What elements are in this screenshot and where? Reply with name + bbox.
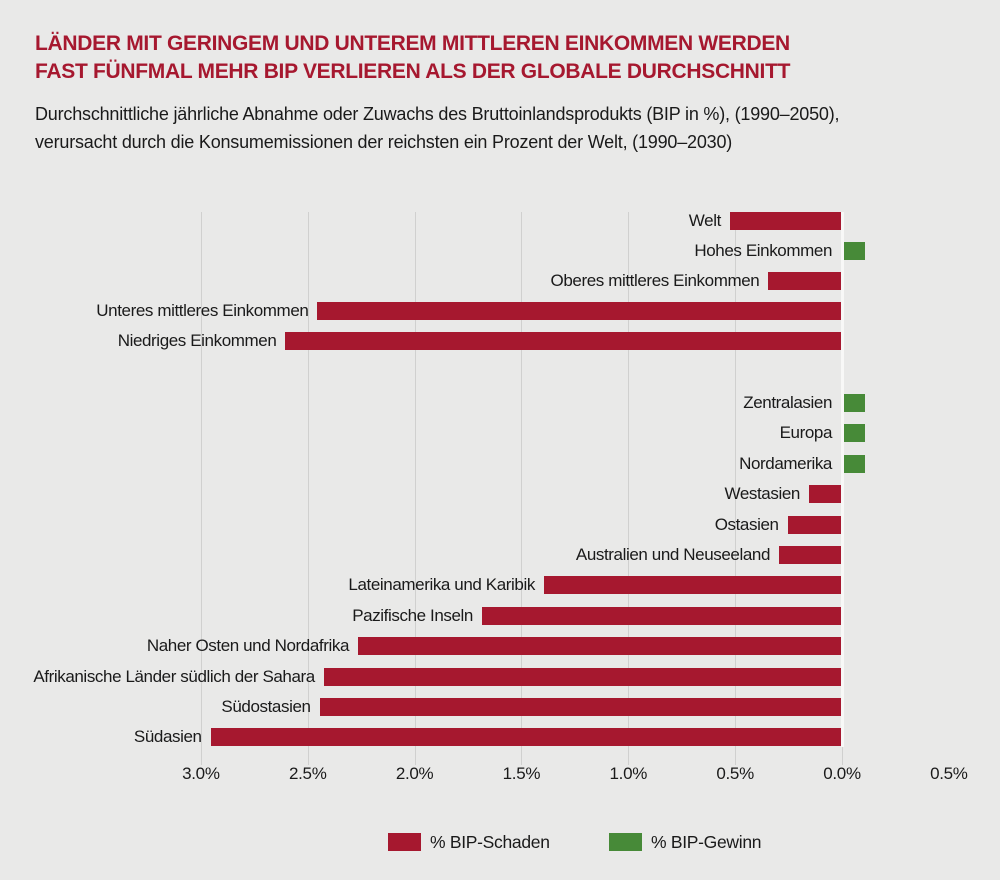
chart-subtitle: Durchschnittliche jährliche Abnahme oder… (35, 100, 840, 156)
damage-bar (768, 272, 841, 290)
damage-bar (319, 698, 841, 716)
chart-title-line1: LÄNDER MIT GERINGEM UND UNTEREM MITTLERE… (35, 32, 790, 55)
gain-bar (843, 424, 865, 443)
x-axis-tick-label: 0.5% (930, 764, 968, 783)
gridline (521, 212, 523, 765)
damage-bar (808, 485, 841, 504)
gridline (735, 212, 737, 765)
plot-area: 3.0% 2.5% 2.0% 1.5% 1.0% 0.5% 0.0% 0.5% Welt Hohe… (33, 211, 968, 784)
chart-title-line2: FAST FÜNFMAL MEHR BIP VERLIEREN ALS DER … (35, 60, 791, 83)
x-axis-tick-label: 3.0% (182, 764, 220, 783)
damage-bar (358, 637, 841, 656)
bar-row-label: Afrikanische Länder südlich der Sahara (33, 666, 315, 686)
gridline (200, 212, 202, 765)
damage-bar (317, 302, 841, 320)
x-axis-tick-label: 2.0% (395, 764, 434, 783)
bar-row-label: Niedriges Einkommen (117, 331, 277, 350)
bar-row-label: Naher Osten und Nordafrika (146, 636, 350, 656)
bar-row-label: Welt (688, 211, 721, 230)
damage-bar (210, 728, 841, 747)
x-axis-tick-label: 1.5% (502, 764, 541, 783)
chart-title: LÄNDER MIT GERINGEM UND UNTEREM MITTLERE… (35, 30, 790, 86)
damage-bar (779, 546, 841, 564)
bar-row-label: Europa (779, 423, 833, 443)
damage-color-swatch (388, 833, 421, 851)
damage-bar (285, 332, 841, 350)
gain-color-swatch (609, 833, 642, 851)
legend-label-gain: % BIP-Gewinn (651, 832, 762, 852)
gridline (307, 212, 309, 765)
bar-row-label: Pazifische Inseln (352, 605, 473, 625)
bar-row-label: Lateinamerika und Karibik (348, 575, 535, 595)
damage-bar (481, 606, 841, 625)
legend-label-damage: % BIP-Schaden (430, 832, 550, 852)
chart-subtitle-line2: verursacht durch die Konsumemissionen de… (35, 132, 733, 152)
bar-row-label: Ostasien (714, 514, 779, 534)
bar-row-label: Oberes mittleres Einkommen (550, 271, 760, 290)
x-axis-tick-label: 2.5% (288, 764, 327, 783)
bar-row-label: Hohes Einkommen (694, 241, 832, 260)
x-axis-tick-label: 0.5% (716, 764, 754, 783)
bar-row-label: Australien und Neuseeland (575, 545, 771, 564)
damage-bar (729, 212, 841, 230)
legend-item-gain: % BIP-Gewinn (609, 832, 762, 852)
bar-row-label: Westasien (724, 484, 800, 504)
gain-bar (843, 394, 865, 412)
gridline (628, 212, 630, 765)
zero-tick (842, 747, 843, 765)
bar-row-label: Südasien (133, 727, 202, 747)
chart-legend: % BIP-Schaden % BIP-Gewinn (0, 833, 1000, 851)
damage-bar (323, 667, 841, 686)
legend-item-damage: % BIP-Schaden (388, 833, 550, 851)
x-axis-tick-label: 0.0% (823, 764, 861, 783)
bar-row-label: Unteres mittleres Einkommen (96, 301, 309, 320)
gain-bar (843, 454, 865, 473)
x-axis-tick-label: 1.0% (609, 764, 648, 783)
bar-row-label: Nordamerika (739, 453, 832, 473)
chart-subtitle-line1: Durchschnittliche jährliche Abnahme oder… (35, 104, 840, 124)
gridline (414, 212, 416, 765)
bar-row-label: Südostasien (221, 697, 311, 716)
damage-bar (543, 576, 841, 595)
bar-row-label: Zentralasien (743, 393, 832, 412)
damage-bar (787, 515, 841, 534)
gain-bar (843, 242, 865, 260)
zero-axis-line (841, 212, 844, 747)
